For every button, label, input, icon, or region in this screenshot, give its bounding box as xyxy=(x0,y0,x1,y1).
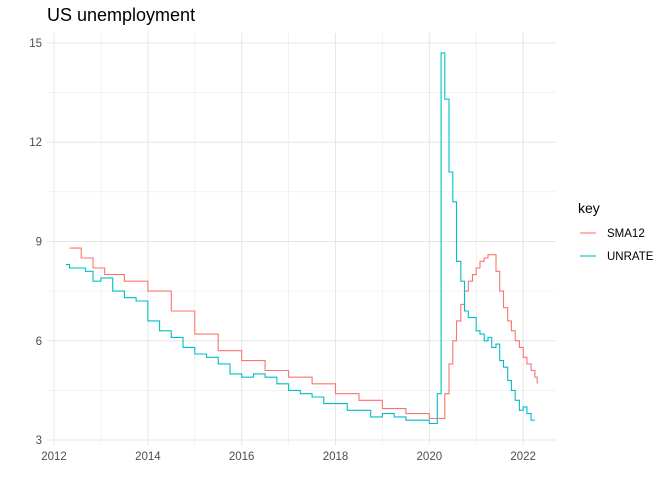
series-lines xyxy=(65,52,538,425)
y-tick-label: 6 xyxy=(36,336,42,348)
legend-label-sma12: SMA12 xyxy=(607,228,645,240)
legend-label-unrate: UNRATE xyxy=(607,251,654,263)
x-tick-label: 2012 xyxy=(41,451,67,463)
y-tick-label: 15 xyxy=(29,38,42,50)
legend: key SMA12 UNRATE xyxy=(578,200,654,263)
y-tick-label: 9 xyxy=(36,236,42,248)
series-line-sma12 xyxy=(69,247,538,420)
major-gridlines xyxy=(47,33,556,445)
chart-title: US unemployment xyxy=(47,5,196,25)
y-axis-tick-labels: 3 6 9 12 15 xyxy=(29,38,42,447)
x-tick-label: 2014 xyxy=(135,451,161,463)
series-line-unrate xyxy=(65,52,535,425)
x-tick-label: 2020 xyxy=(417,451,443,463)
y-tick-label: 12 xyxy=(29,137,42,149)
x-tick-label: 2018 xyxy=(323,451,349,463)
x-tick-label: 2022 xyxy=(510,451,536,463)
minor-gridlines xyxy=(47,33,556,445)
legend-title: key xyxy=(578,200,600,216)
y-tick-label: 3 xyxy=(36,435,42,447)
x-tick-label: 2016 xyxy=(229,451,255,463)
x-axis-tick-labels: 2012 2014 2016 2018 2020 2022 xyxy=(41,451,536,463)
